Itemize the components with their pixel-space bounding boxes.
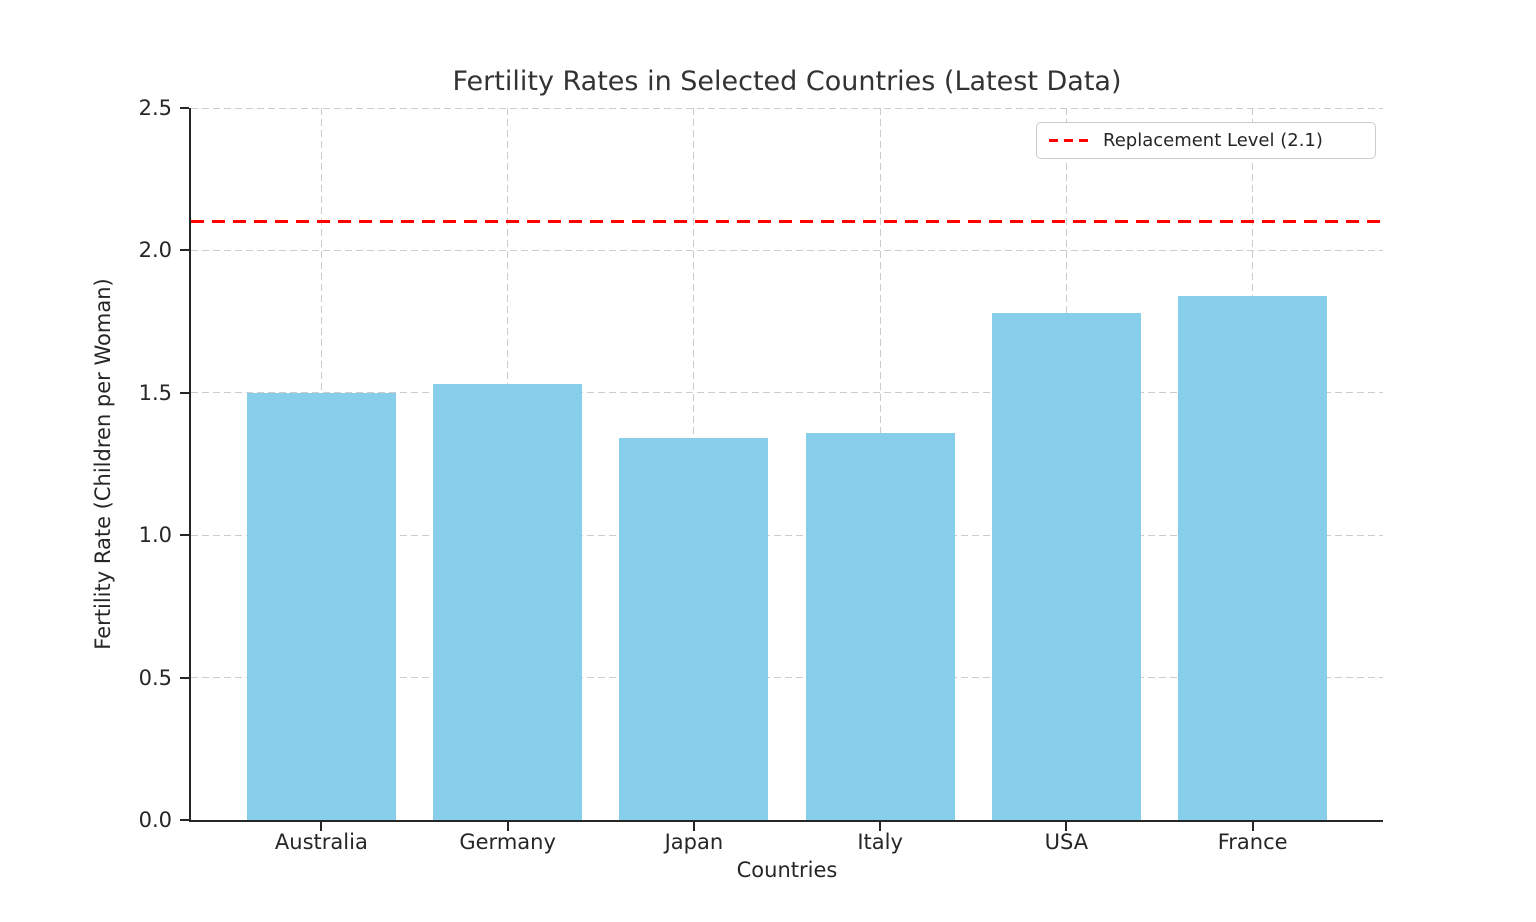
xtick-label-france: France [1217, 830, 1288, 854]
xtick-mark-usa [1065, 822, 1068, 831]
xtick-label-italy: Italy [857, 830, 903, 854]
x-axis-label: Countries [736, 858, 838, 882]
xtick-mark-germany [506, 822, 509, 831]
xtick-label-australia: Australia [274, 830, 368, 854]
xtick-mark-france [1251, 822, 1254, 831]
replacement-level-line [191, 220, 1383, 224]
bar-italy [805, 432, 955, 820]
ytick-mark-2.5 [180, 107, 189, 109]
gridline-y-1.5 [191, 392, 1383, 394]
ytick-mark-2.0 [180, 249, 189, 252]
ytick-mark-1.0 [180, 534, 189, 537]
gridline-y-0.5 [191, 677, 1383, 679]
ytick-label-0.0: 0.0 [138, 808, 172, 832]
ytick-mark-0.0 [180, 819, 189, 821]
bar-japan [619, 438, 769, 820]
xtick-label-germany: Germany [459, 830, 556, 854]
ytick-mark-0.5 [180, 676, 189, 679]
y-axis-spine [189, 108, 191, 822]
bar-usa [991, 313, 1141, 820]
ytick-label-2.0: 2.0 [138, 238, 172, 263]
gridline-y-2.0 [191, 249, 1383, 251]
ytick-label-1.5: 1.5 [138, 380, 172, 405]
bar-australia [246, 392, 396, 820]
ytick-label-1.0: 1.0 [138, 523, 172, 548]
x-axis-spine [189, 820, 1383, 822]
xtick-mark-australia [320, 822, 323, 831]
xtick-label-japan: Japan [664, 830, 724, 854]
legend: Replacement Level (2.1) [1036, 122, 1376, 159]
gridline-y-1.0 [191, 534, 1383, 536]
xtick-mark-japan [692, 822, 695, 831]
bar-france [1178, 295, 1328, 820]
xtick-mark-italy [879, 822, 882, 831]
gridline-y-2.5 [191, 107, 1383, 109]
ytick-label-2.5: 2.5 [138, 96, 172, 120]
ytick-mark-1.5 [180, 391, 189, 394]
ytick-label-0.5: 0.5 [138, 665, 172, 690]
xtick-label-usa: USA [1044, 830, 1089, 854]
plot-area [189, 107, 1383, 822]
legend-dashed-line-icon [1049, 139, 1089, 142]
bar-germany [433, 384, 583, 820]
chart-title: Fertility Rates in Selected Countries (L… [452, 66, 1122, 97]
legend-label: Replacement Level (2.1) [1103, 130, 1323, 151]
y-axis-label: Fertility Rate (Children per Woman) [91, 278, 115, 650]
